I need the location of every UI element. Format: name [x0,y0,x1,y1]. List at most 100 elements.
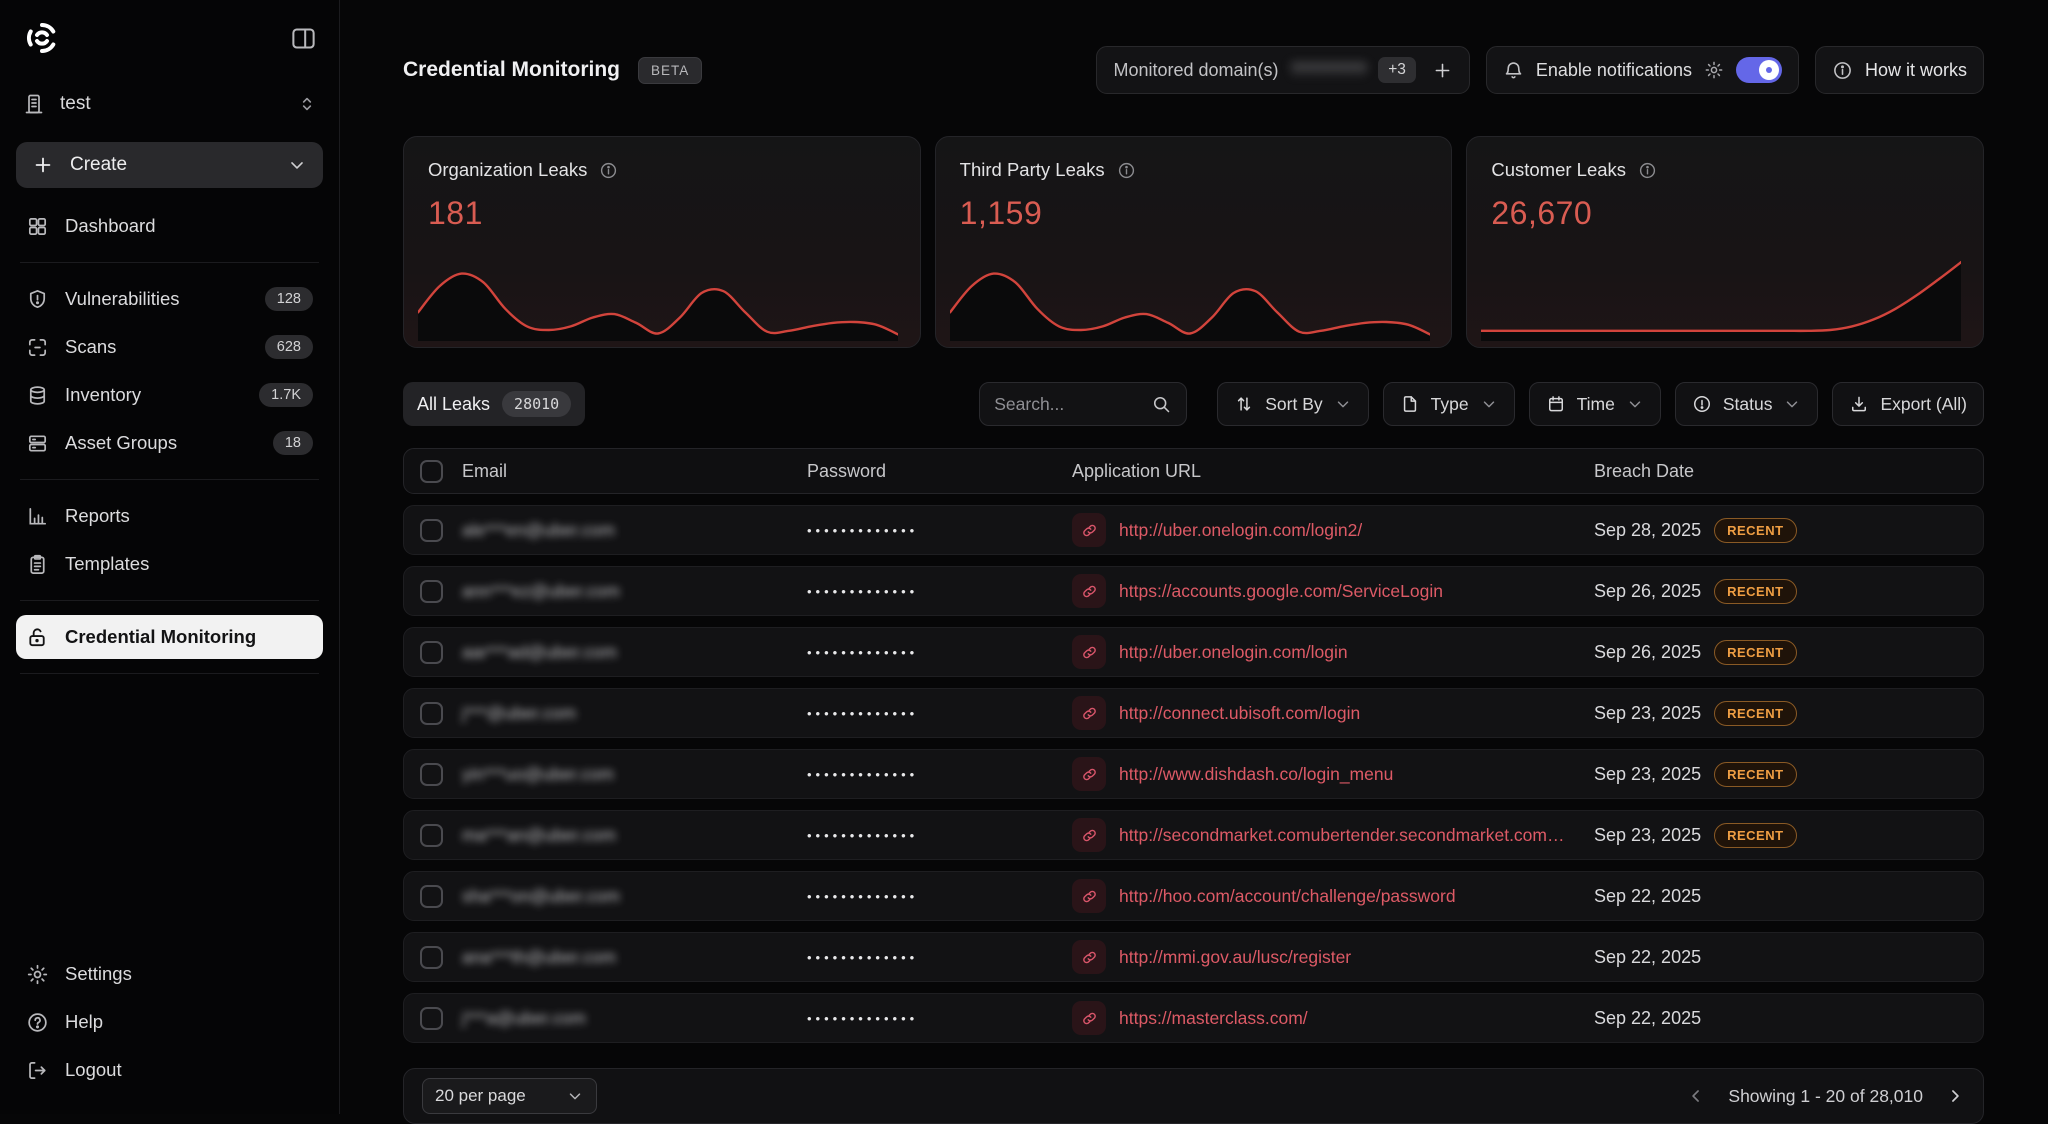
collapse-sidebar-icon[interactable] [290,25,317,52]
application-url-link[interactable]: http://hoo.com/account/challenge/passwor… [1119,885,1456,906]
stat-card-customer-leaks: Customer Leaks 26,670 [1466,136,1985,348]
sidebar-item-reports[interactable]: Reports [16,492,323,540]
link-icon[interactable] [1072,818,1106,852]
table-row[interactable]: sha***on@uber.com ••••••••••••• http://h… [403,871,1984,921]
table-row[interactable]: j***a@uber.com ••••••••••••• https://mas… [403,993,1984,1043]
application-url-link[interactable]: http://connect.ubisoft.com/login [1119,702,1361,723]
monitored-domains-control[interactable]: Monitored domain(s) ???????? +3 [1096,46,1470,94]
link-icon[interactable] [1072,574,1106,608]
sidebar-item-templates[interactable]: Templates [16,540,323,588]
application-url-link[interactable]: https://masterclass.com/ [1119,1007,1308,1028]
search-box [979,382,1188,426]
link-icon[interactable] [1072,879,1106,913]
link-icon[interactable] [1072,940,1106,974]
divider [20,262,319,263]
per-page-select[interactable]: 20 per page [422,1078,597,1114]
sidebar-item-credential-monitoring[interactable]: Credential Monitoring [16,615,323,659]
row-checkbox[interactable] [420,579,443,603]
sidebar-item-label: Reports [65,505,130,526]
application-url-link[interactable]: http://www.dishdash.co/login_menu [1119,763,1394,784]
chevron-down-icon [1626,395,1644,413]
row-checkbox[interactable] [420,518,443,542]
dashboard-icon [26,215,49,238]
row-checkbox[interactable] [420,701,443,725]
select-all-checkbox[interactable] [420,459,443,483]
sidebar-item-dashboard[interactable]: Dashboard [16,202,323,250]
row-checkbox[interactable] [420,640,443,664]
recent-badge: RECENT [1714,822,1797,848]
stat-value: 181 [428,195,483,231]
breach-date: Sep 28, 2025 [1594,519,1702,540]
notification-settings-icon[interactable] [1704,60,1724,80]
sidebar-item-scans[interactable]: Scans 628 [16,323,323,371]
sparkline-chart [1481,261,1962,341]
notifications-label: Enable notifications [1535,59,1692,80]
application-url-link[interactable]: http://uber.onelogin.com/login [1119,641,1348,662]
breach-date: Sep 23, 2025 [1594,702,1702,723]
more-domains-badge: +3 [1378,57,1416,83]
sidebar-item-asset-groups[interactable]: Asset Groups 18 [16,419,323,467]
tab-all-leaks[interactable]: All Leaks 28010 [403,382,586,426]
notifications-toggle[interactable] [1735,57,1782,83]
link-icon[interactable] [1072,513,1106,547]
link-icon[interactable] [1072,1001,1106,1035]
create-button[interactable]: Create [16,142,323,188]
email-cell: ana***th@uber.com [462,946,616,967]
recent-badge: RECENT [1714,761,1797,787]
count-badge: 628 [264,335,313,359]
table-row[interactable]: ale***en@uber.com ••••••••••••• http://u… [403,505,1984,555]
table-row[interactable]: ana***th@uber.com ••••••••••••• http://m… [403,932,1984,982]
info-icon[interactable] [1117,161,1136,180]
email-cell: j***@uber.com [462,702,577,723]
application-url-link[interactable]: http://uber.onelogin.com/login2/ [1119,519,1363,540]
type-filter-button[interactable]: Type [1382,382,1515,426]
table-row[interactable]: j***@uber.com ••••••••••••• http://conne… [403,688,1984,738]
export-all-button[interactable]: Export (All) [1832,382,1984,426]
sort-icon [1234,394,1254,414]
chevron-down-icon [1334,395,1352,413]
gear-icon [26,963,49,986]
sidebar-item-help[interactable]: Help [16,998,323,1046]
link-icon[interactable] [1072,757,1106,791]
count-badge: 18 [272,431,313,455]
clipboard-icon [26,553,49,576]
divider [20,673,319,674]
add-domain-button[interactable] [1432,60,1453,81]
time-filter-button[interactable]: Time [1528,382,1661,426]
sort-by-button[interactable]: Sort By [1217,382,1369,426]
link-icon[interactable] [1072,696,1106,730]
application-url-link[interactable]: http://mmi.gov.au/lusc/register [1119,946,1352,967]
sidebar-item-inventory[interactable]: Inventory 1.7K [16,371,323,419]
password-cell: ••••••••••••• [807,705,919,721]
info-icon[interactable] [599,161,618,180]
sidebar-item-logout[interactable]: Logout [16,1046,323,1094]
calendar-icon [1546,394,1566,414]
sidebar-item-settings[interactable]: Settings [16,950,323,998]
sidebar-item-vulnerabilities[interactable]: Vulnerabilities 128 [16,275,323,323]
info-icon[interactable] [1638,161,1657,180]
row-checkbox[interactable] [420,1006,443,1030]
status-filter-button[interactable]: Status [1674,382,1819,426]
logout-icon [26,1059,49,1082]
previous-page-button[interactable] [1686,1086,1706,1106]
application-url-link[interactable]: http://secondmarket.comubertender.second… [1119,824,1565,845]
how-it-works-button[interactable]: How it works [1814,46,1984,94]
table-row[interactable]: aar***ad@uber.com ••••••••••••• http://u… [403,627,1984,677]
stat-value: 26,670 [1491,195,1593,231]
search-input[interactable] [994,393,1142,415]
table-footer: 20 per page Showing 1 - 20 of 28,010 [403,1068,1984,1124]
table-row[interactable]: ma***an@uber.com ••••••••••••• http://se… [403,810,1984,860]
link-icon[interactable] [1072,635,1106,669]
workspace-selector[interactable]: test [22,92,317,116]
stat-card-organization-leaks: Organization Leaks 181 [403,136,921,348]
row-checkbox[interactable] [420,823,443,847]
row-checkbox[interactable] [420,884,443,908]
type-label: Type [1430,393,1469,414]
row-checkbox[interactable] [420,945,443,969]
bell-icon [1503,60,1524,81]
application-url-link[interactable]: https://accounts.google.com/ServiceLogin [1119,580,1443,601]
table-row[interactable]: yin***uo@uber.com ••••••••••••• http://w… [403,749,1984,799]
table-row[interactable]: ann***ez@uber.com ••••••••••••• https://… [403,566,1984,616]
row-checkbox[interactable] [420,762,443,786]
next-page-button[interactable] [1945,1086,1965,1106]
